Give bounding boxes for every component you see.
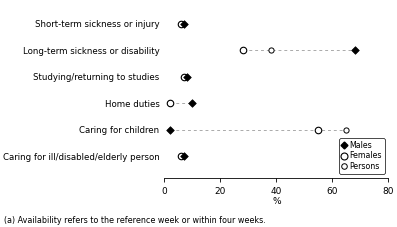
Point xyxy=(178,22,184,26)
Point xyxy=(167,102,173,105)
Legend: Males, Females, Persons: Males, Females, Persons xyxy=(339,138,385,174)
Point xyxy=(181,75,187,79)
Point xyxy=(181,155,187,158)
Point xyxy=(167,128,173,132)
Point xyxy=(268,49,274,52)
Point xyxy=(167,102,173,105)
Point xyxy=(184,75,190,79)
Point xyxy=(178,155,184,158)
Point xyxy=(178,155,184,158)
Point xyxy=(178,22,184,26)
Point xyxy=(343,128,350,132)
Point xyxy=(181,75,187,79)
X-axis label: %: % xyxy=(272,197,281,206)
Point xyxy=(181,22,187,26)
Point xyxy=(352,49,358,52)
Point xyxy=(189,102,196,105)
Text: (a) Availability refers to the reference week or within four weeks.: (a) Availability refers to the reference… xyxy=(4,216,266,225)
Point xyxy=(315,128,322,132)
Point xyxy=(240,49,246,52)
